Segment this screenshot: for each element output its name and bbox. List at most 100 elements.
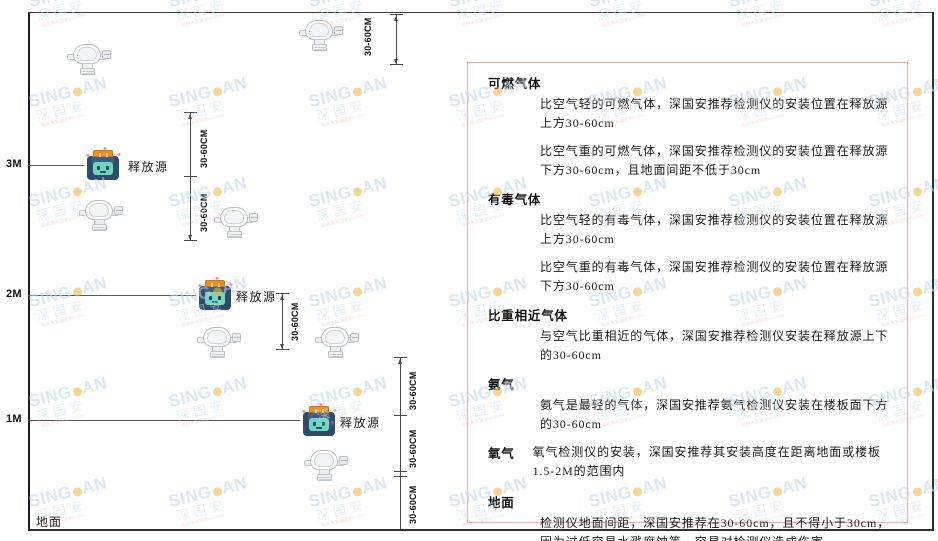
dimension-tick [184, 112, 197, 113]
detector-sensor-icon [334, 26, 343, 35]
detector-shell-inner [89, 203, 109, 217]
panel-section-toxic: 有毒气体 比空气轻的有毒气体，深国安推荐检测仪的安装位置在释放源上方30-60c… [482, 189, 893, 296]
source-eye-left [209, 296, 212, 300]
spark-icon: ✦ [116, 151, 122, 159]
dimension-arrow-up [188, 114, 192, 119]
dimension-tick [276, 349, 289, 350]
dimension-tick [394, 471, 407, 472]
watermark-dot-icon [911, 286, 923, 298]
source-cap [309, 406, 329, 413]
gas-detector-device [78, 198, 124, 232]
source-screen [309, 418, 329, 431]
source-cap [205, 280, 225, 287]
detector-shell-inner [207, 330, 227, 344]
section-paragraph: 比空气重的可燃气体，深国安推荐检测仪的安装位置在释放源下方30-60cm，且地面… [540, 144, 889, 177]
dimension-tick [276, 293, 289, 294]
watermark-dot-icon [71, 486, 83, 498]
level-line-2m [28, 295, 196, 296]
release-source-marker: ✦ ✦ ✦ [84, 146, 122, 180]
detector-sensor-icon [232, 333, 241, 342]
level-label-1m: 1M [6, 413, 22, 425]
dimension-label: 30-60CM [363, 17, 373, 56]
detector-shell-inner [309, 23, 329, 37]
dimension-label: 30-60CM [199, 129, 209, 168]
watermark-dot-icon [71, 186, 83, 198]
level-line-1m [28, 420, 300, 421]
dimension-tick [394, 476, 407, 477]
source-mouth [212, 301, 218, 303]
spark-icon: ✦ [228, 281, 234, 289]
watermark-dot-icon [351, 386, 363, 398]
watermark-dot-icon [911, 486, 923, 498]
section-heading: 可燃气体 [488, 77, 542, 91]
dimension-arrow-down [394, 59, 398, 64]
dimension-line-top [396, 14, 397, 64]
dimension-tick [390, 64, 403, 65]
watermark-dot-icon [351, 486, 363, 498]
watermark-tiny-text: 深圳市深国安601434 [40, 312, 85, 329]
detector-base [312, 44, 327, 51]
spark-icon: ✦ [214, 275, 220, 283]
dimension-tick [184, 240, 197, 241]
detector-shell-inner [314, 453, 334, 467]
section-paragraph: 比空气轻的有毒气体，深国安推荐检测仪的安装位置在释放源上方30-60cm [540, 213, 889, 246]
source-eye-left [313, 422, 316, 426]
detector-base [227, 231, 242, 238]
watermark-dot-icon [211, 486, 223, 498]
frame-top-line [28, 12, 934, 13]
vertical-axis [28, 12, 30, 530]
section-paragraph: 检测仪地面间距，深国安推荐在30-60cm，且不得小于30cm，因为过低容易水溅… [540, 516, 891, 541]
gas-detector-device [298, 18, 344, 52]
section-heading: 有毒气体 [488, 193, 542, 207]
watermark-tiny-text: 深圳市深国安601434 [40, 112, 85, 129]
section-paragraph: 比空气重的有毒气体，深国安推荐检测仪的安装位置在释放源下方30-60cm [540, 260, 889, 293]
section-paragraph: 与空气比重相近的气体，深国安推荐检测仪安装在释放源上下的30-60cm [540, 329, 889, 362]
gas-detector-device [213, 205, 259, 239]
watermark-tiny-text: 深圳市深国安601434 [320, 112, 365, 129]
dimension-label: 30-60CM [408, 485, 418, 524]
dimension-tick [394, 357, 407, 358]
source-cap [93, 150, 113, 157]
gas-detector-device [303, 448, 349, 482]
dimension-arrow-up [394, 16, 398, 21]
watermark-chinese: 深国安 [315, 296, 369, 324]
panel-section-combustible: 可燃气体 比空气轻的可燃气体，深国安推荐检测仪的安装位置在释放源上方30-60c… [482, 73, 893, 180]
watermark-tiny-text: 深圳市深国安601434 [460, 12, 505, 29]
watermark-chinese: 深国安 [315, 496, 369, 524]
watermark-chinese: 深国安 [315, 196, 369, 224]
watermark-dot-icon [911, 186, 923, 198]
detector-base [80, 68, 95, 75]
watermark-chinese: 深国安 [35, 396, 89, 424]
source-shoulder [308, 411, 330, 419]
dimension-arrow-up [398, 359, 402, 364]
detector-base [328, 351, 343, 358]
detector-shell-inner [325, 330, 345, 344]
source-eye-right [106, 166, 109, 170]
detector-base [92, 224, 107, 231]
source-screen [93, 162, 113, 175]
release-source-label: 释放源 [236, 290, 277, 304]
watermark-dot-icon [351, 286, 363, 298]
detector-sensor-icon [114, 206, 123, 215]
gas-detector-device [66, 42, 112, 76]
level-line-3m [28, 165, 84, 166]
dimension-label: 30-60CM [199, 193, 209, 232]
detector-sensor-icon [339, 456, 348, 465]
gas-detector-device [314, 325, 360, 359]
